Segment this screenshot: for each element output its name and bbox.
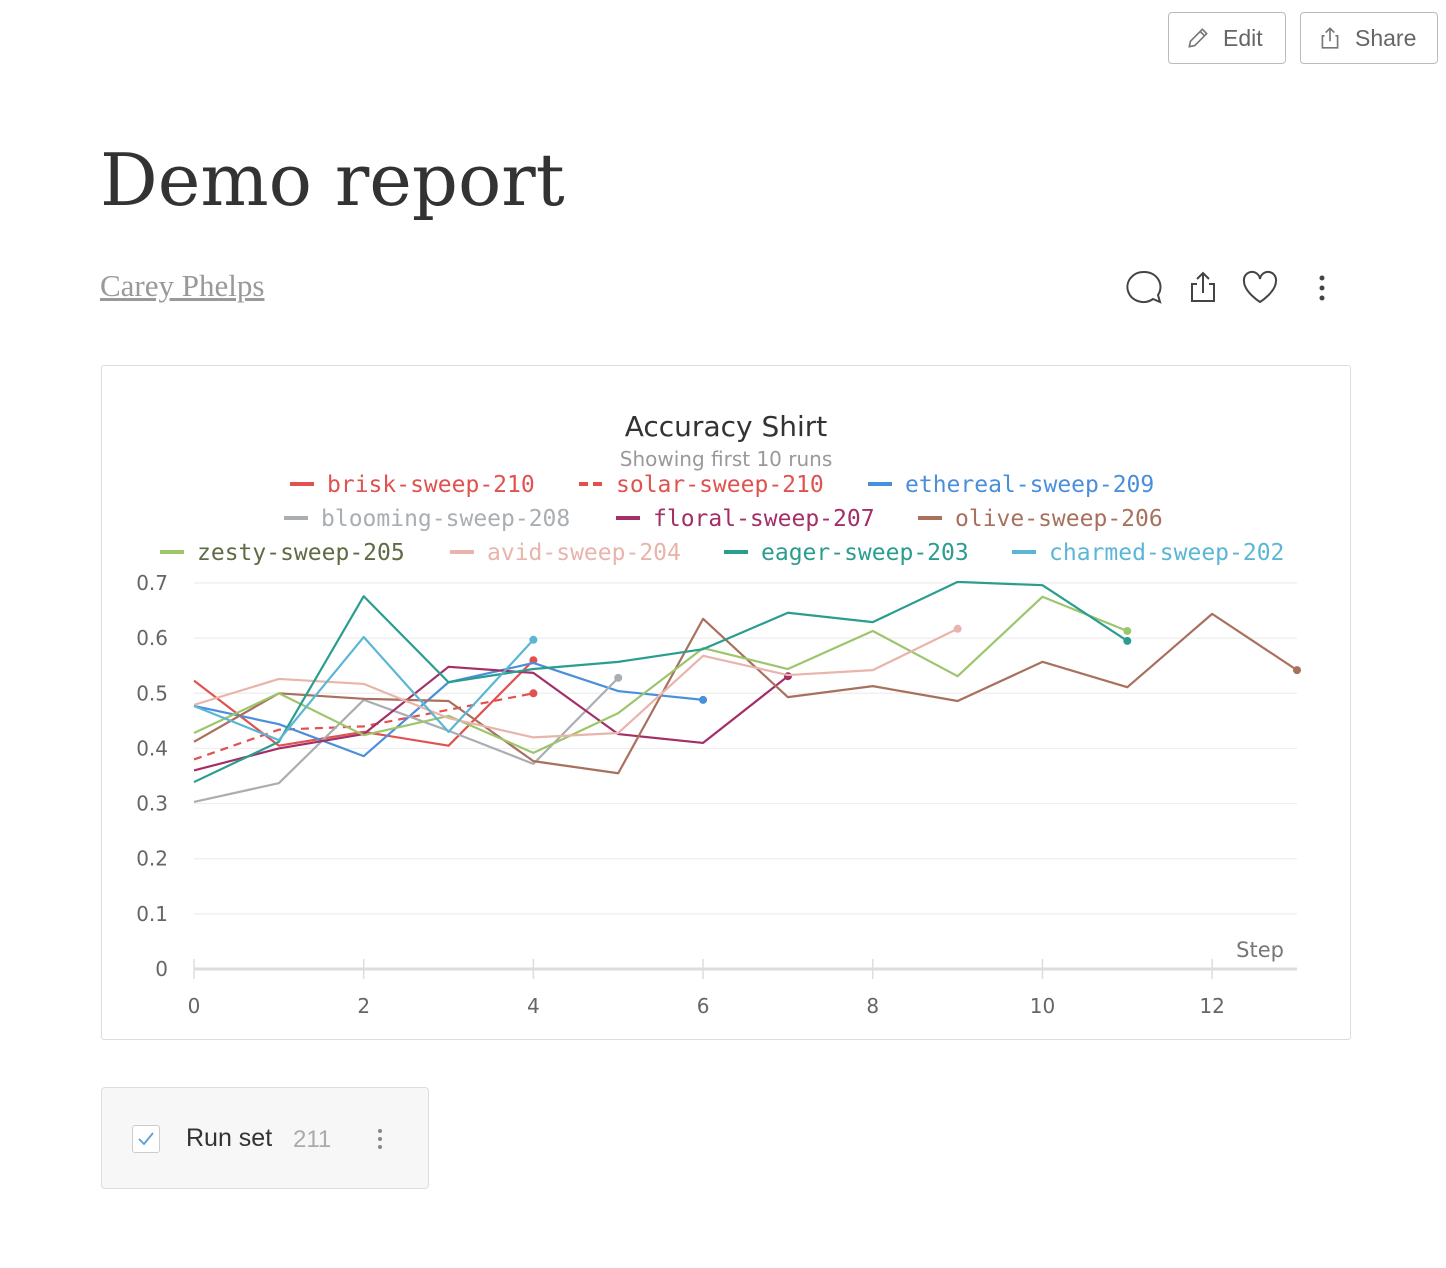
edit-label: Edit (1223, 24, 1263, 51)
legend-item-floral-sweep-207[interactable]: floral-sweep-207 (653, 506, 875, 532)
run-set-more-icon[interactable] (370, 1126, 390, 1152)
series-end-point[interactable] (1293, 666, 1301, 675)
x-tick-label: 12 (1199, 994, 1224, 1018)
x-axis-label: Step (1236, 938, 1284, 962)
series-line-solar-sweep-210[interactable] (193, 692, 534, 761)
series-line-eager-sweep-203[interactable] (193, 581, 1128, 784)
series-end-point[interactable] (529, 689, 538, 698)
series-line-ethereal-sweep-209[interactable] (193, 661, 704, 758)
legend-item-avid-sweep-204[interactable]: avid-sweep-204 (487, 540, 681, 566)
y-tick-label: 0.7 (136, 571, 168, 595)
y-tick-label: 0.3 (136, 792, 168, 816)
legend-item-zesty-sweep-205[interactable]: zesty-sweep-205 (197, 540, 405, 566)
more-vertical-icon[interactable] (1302, 268, 1342, 308)
heart-icon[interactable] (1240, 268, 1280, 308)
series-end-point[interactable] (614, 673, 623, 682)
series-end-point[interactable] (529, 656, 538, 665)
y-tick-label: 0.4 (136, 736, 168, 760)
series-line-floral-sweep-207[interactable] (193, 665, 789, 772)
share-button[interactable]: Share (1300, 12, 1438, 64)
check-icon (138, 1132, 154, 1146)
series-end-point[interactable] (1123, 636, 1132, 645)
chart-panel: Accuracy Shirt Showing first 10 runs bri… (101, 365, 1351, 1040)
line-chart: Accuracy Shirt Showing first 10 runs bri… (136, 410, 1301, 1018)
legend-item-olive-sweep-206[interactable]: olive-sweep-206 (955, 506, 1163, 532)
y-tick-label: 0 (155, 957, 168, 981)
series-line-avid-sweep-204[interactable] (193, 627, 959, 739)
run-set-count: 211 (293, 1126, 332, 1153)
legend-item-blooming-sweep-208[interactable]: blooming-sweep-208 (321, 506, 570, 532)
author-link[interactable]: Carey Phelps (100, 268, 265, 303)
y-tick-label: 0.1 (136, 902, 168, 926)
comment-icon[interactable] (1124, 268, 1164, 308)
pencil-icon (1188, 28, 1208, 48)
y-tick-label: 0.5 (136, 681, 168, 705)
x-tick-label: 6 (697, 994, 710, 1018)
series-end-point[interactable] (699, 695, 708, 704)
x-tick-label: 4 (527, 994, 540, 1018)
chart-title: Accuracy Shirt (625, 410, 828, 443)
legend-item-eager-sweep-203[interactable]: eager-sweep-203 (761, 540, 969, 566)
x-tick-label: 8 (866, 994, 879, 1018)
y-tick-label: 0.2 (136, 847, 168, 871)
legend-item-brisk-sweep-210[interactable]: brisk-sweep-210 (327, 472, 535, 498)
series-end-point[interactable] (1123, 626, 1132, 635)
series-line-zesty-sweep-205[interactable] (193, 595, 1128, 754)
x-tick-label: 10 (1030, 994, 1055, 1018)
run-set-panel: Run set 211 (101, 1087, 429, 1189)
series-line-brisk-sweep-210[interactable] (193, 659, 535, 747)
run-set-label: Run set (186, 1124, 273, 1152)
x-tick-label: 0 (188, 994, 201, 1018)
edit-button[interactable]: Edit (1168, 12, 1286, 64)
upload-share-icon (1321, 27, 1339, 49)
page-title: Demo report (100, 138, 565, 222)
series-end-point[interactable] (529, 635, 538, 644)
run-set-checkbox[interactable] (132, 1125, 160, 1153)
series-end-point[interactable] (953, 624, 962, 633)
share-icon[interactable] (1183, 268, 1223, 308)
series-line-blooming-sweep-208[interactable] (193, 677, 620, 803)
x-tick-label: 2 (357, 994, 370, 1018)
y-tick-label: 0.6 (136, 626, 168, 650)
share-label: Share (1355, 24, 1417, 51)
legend-item-charmed-sweep-202[interactable]: charmed-sweep-202 (1049, 540, 1284, 566)
legend-item-solar-sweep-210[interactable]: solar-sweep-210 (616, 472, 824, 498)
series-line-charmed-sweep-202[interactable] (193, 635, 535, 742)
chart-subtitle: Showing first 10 runs (620, 447, 833, 471)
legend-item-ethereal-sweep-209[interactable]: ethereal-sweep-209 (905, 472, 1154, 498)
